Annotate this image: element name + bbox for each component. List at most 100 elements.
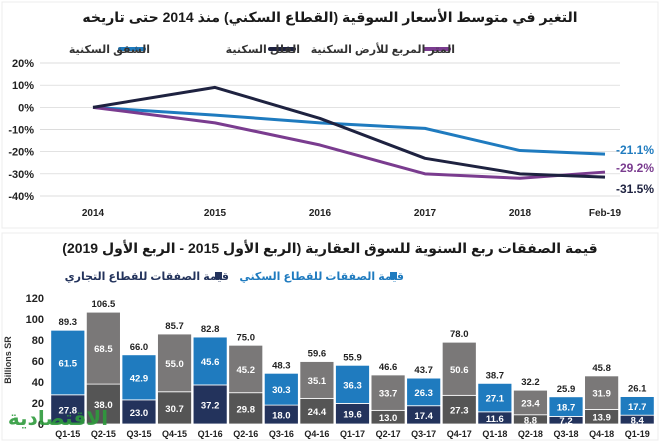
bar-label-residential: 36.3 xyxy=(343,380,362,391)
bar-residential xyxy=(584,375,620,410)
bar-label-residential: 27.1 xyxy=(486,394,505,405)
legend-label-land: المتر المربع للأرض السكنية xyxy=(311,42,455,56)
top-x-tick-label: 2018 xyxy=(509,208,532,219)
top-y-tick-label: -30% xyxy=(8,169,34,181)
line-series-apartments xyxy=(92,105,606,156)
bar-label-residential: 45.6 xyxy=(201,357,220,368)
bottom-x-tick-label: Q2-15 xyxy=(91,429,116,439)
bar-label-commercial: 38.0 xyxy=(94,400,113,411)
bar-label-residential: 68.5 xyxy=(94,344,113,355)
bar-label-residential: 17.7 xyxy=(628,402,647,413)
bar-total-label: 89.3 xyxy=(59,317,78,328)
bar-commercial xyxy=(157,391,192,425)
bottom-x-tick-label: Q2-17 xyxy=(376,429,401,439)
bar-total-label: 48.3 xyxy=(272,360,291,371)
bottom-y-tick-label: 20 xyxy=(32,398,44,410)
bar-commercial xyxy=(192,384,228,425)
bar-residential xyxy=(335,364,370,404)
bar-label-commercial: 30.7 xyxy=(165,404,184,415)
bottom-x-tick-label: Q1-17 xyxy=(340,429,365,439)
bar-total-label: 32.2 xyxy=(521,377,540,388)
bar-label-commercial: 13.0 xyxy=(379,413,398,424)
bottom-x-tick-label: Q3-17 xyxy=(411,429,436,439)
bar-total-label: 75.0 xyxy=(236,332,255,343)
bar-label-residential: 50.6 xyxy=(450,365,469,376)
line-series-land xyxy=(92,105,606,180)
bar-residential xyxy=(477,382,513,413)
bar-commercial xyxy=(299,397,335,425)
bar-total-label: 46.6 xyxy=(379,362,398,373)
bar-total-label: 43.7 xyxy=(414,365,433,376)
top-chart-title: التغير في متوسط الأسعار السوقية (القطاع … xyxy=(82,9,577,26)
legend-label-villas: الفلل السكنية xyxy=(226,44,300,56)
bar-total-label: 38.7 xyxy=(486,370,505,381)
bottom-x-tick-label: Q1-19 xyxy=(625,429,650,439)
bottom-x-tick-label: Q2-18 xyxy=(518,429,543,439)
bar-total-label: 106.5 xyxy=(91,299,115,310)
bar-label-commercial: 29.8 xyxy=(236,404,255,415)
bar-total-label: 59.6 xyxy=(308,349,327,360)
top-x-tick-label: 2014 xyxy=(82,208,105,219)
bar-label-commercial: 7.2 xyxy=(559,416,572,427)
bar-label-residential: 23.4 xyxy=(521,398,540,409)
bottom-x-tick-label: Q4-15 xyxy=(162,429,187,439)
bar-total-label: 55.9 xyxy=(343,352,362,363)
legend-swatch-commercial xyxy=(215,272,222,279)
bottom-x-tick-label: Q1-16 xyxy=(198,429,223,439)
bar-label-residential: 35.1 xyxy=(308,376,327,387)
bar-residential xyxy=(85,311,121,385)
bar-label-residential: 18.7 xyxy=(557,403,576,414)
bar-residential xyxy=(370,374,406,411)
bottom-x-tick-label: Q4-16 xyxy=(304,429,329,439)
bottom-y-axis-label: Billions SR xyxy=(3,336,13,384)
end-label-apartments: -21.1% xyxy=(616,143,654,157)
bar-label-commercial: 27.8 xyxy=(59,405,78,416)
top-panel xyxy=(1,1,659,229)
bottom-y-tick-label: 60 xyxy=(32,356,44,368)
bar-label-residential: 33.7 xyxy=(379,389,398,400)
bar-commercial xyxy=(85,383,121,425)
bar-residential xyxy=(192,336,228,386)
bottom-chart-title: قيمة الصفقات ربع السنوية للسوق العقارية … xyxy=(62,240,597,257)
bar-residential xyxy=(406,377,442,407)
bar-label-commercial: 13.9 xyxy=(592,413,611,424)
bottom-x-tick-label: Q1-15 xyxy=(55,429,80,439)
bar-total-label: 82.8 xyxy=(201,324,220,335)
bar-total-label: 66.0 xyxy=(130,342,149,353)
legend-label-apartments: الشقق السكنية xyxy=(69,44,150,56)
bar-residential xyxy=(121,354,157,401)
top-y-tick-label: -40% xyxy=(8,191,34,203)
bar-label-commercial: 17.4 xyxy=(414,411,433,422)
bottom-x-tick-label: Q3-18 xyxy=(554,429,579,439)
top-y-tick-label: 10% xyxy=(12,80,34,92)
bar-residential xyxy=(441,341,477,396)
bar-residential xyxy=(513,389,548,416)
legend-label-commercial: قيمة الصفقات للقطاع التجاري xyxy=(65,271,229,283)
bottom-y-tick-label: 0 xyxy=(38,419,44,431)
bottom-x-tick-label: Q1-18 xyxy=(482,429,507,439)
bottom-y-tick-label: 100 xyxy=(26,314,44,326)
top-x-tick-label: 2017 xyxy=(414,208,437,219)
bar-total-label: 45.8 xyxy=(592,363,611,374)
bar-label-commercial: 11.6 xyxy=(486,414,504,425)
watermark-logo: الاقتصادية xyxy=(8,408,108,430)
bar-commercial xyxy=(50,394,86,425)
top-x-tick-label: Feb-19 xyxy=(589,208,622,219)
bottom-x-tick-label: Q4-18 xyxy=(589,429,614,439)
bar-residential xyxy=(228,344,264,394)
top-y-tick-label: 20% xyxy=(12,58,34,70)
bar-total-label: 78.0 xyxy=(450,329,469,340)
bottom-y-tick-label: 80 xyxy=(32,335,44,347)
bottom-x-tick-label: Q3-15 xyxy=(126,429,151,439)
end-label-villas: -31.5% xyxy=(616,182,654,196)
bar-label-commercial: 8.4 xyxy=(631,416,645,427)
top-y-tick-label: -10% xyxy=(8,125,34,137)
top-y-tick-label: -20% xyxy=(8,147,34,159)
bottom-x-tick-label: Q3-16 xyxy=(269,429,294,439)
bar-label-residential: 45.2 xyxy=(236,365,255,376)
bar-label-commercial: 23.0 xyxy=(130,408,149,419)
top-x-tick-label: 2016 xyxy=(309,208,332,219)
bar-label-commercial: 19.6 xyxy=(343,410,362,421)
